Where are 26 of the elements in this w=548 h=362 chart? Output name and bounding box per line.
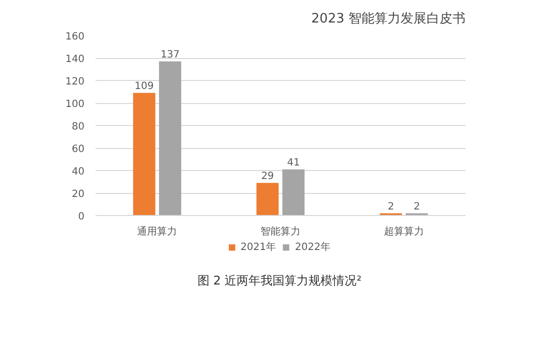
bar: [256, 182, 279, 216]
data-label: 41: [287, 157, 300, 168]
data-label: 137: [160, 49, 180, 60]
y-tick-label: 40: [72, 166, 85, 178]
chart-title: 2023 智能算力发展白皮书: [311, 12, 466, 26]
y-tick-label: 120: [65, 76, 85, 88]
y-tick-label: 80: [72, 122, 85, 132]
y-tick-label: 60: [72, 144, 85, 155]
legend-label: 2021年: [240, 241, 276, 254]
legend-label: 2022年: [295, 241, 330, 254]
data-label: 109: [134, 80, 154, 92]
data-label: 29: [261, 170, 274, 182]
y-tick-label: 20: [72, 189, 85, 200]
y-tick-label: 160: [65, 32, 85, 42]
x-tick-label: 超算算力: [384, 226, 424, 238]
data-label: 2: [414, 201, 420, 212]
y-tick-label: 0: [78, 212, 85, 222]
y-tick-label: 140: [65, 54, 85, 65]
bar: [282, 169, 305, 216]
data-label: 2: [388, 201, 394, 212]
y-tick-label: 100: [65, 99, 85, 110]
bar: [133, 92, 156, 216]
x-tick-label: 智能算力: [260, 226, 300, 238]
x-tick-label: 通用算力: [137, 226, 178, 238]
bar: [159, 61, 182, 216]
caption: 图 2 近两年我国算力规模情况²: [197, 274, 362, 288]
